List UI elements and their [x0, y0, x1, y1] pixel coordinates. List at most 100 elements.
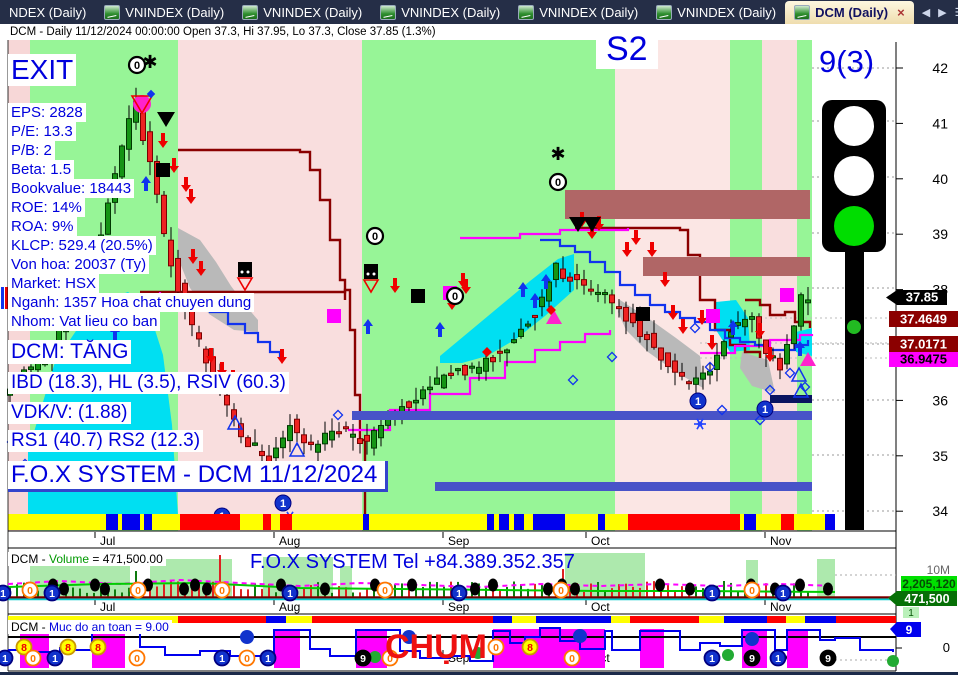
tab-scroll-left-icon[interactable]: ◀: [921, 6, 931, 19]
volume-header-symbol: DCM -: [11, 552, 49, 566]
svg-text:Aug: Aug: [279, 534, 300, 548]
level-bars: [352, 190, 812, 491]
traffic-light: [822, 100, 886, 530]
tab-label: VNINDEX (Daily): [539, 4, 639, 20]
tab-vnindex-daily-[interactable]: VNINDEX (Daily): [509, 0, 647, 24]
svg-text:0: 0: [555, 177, 561, 189]
volume-header-value: = 471,500.00: [89, 552, 163, 566]
svg-text:41: 41: [932, 115, 948, 131]
svg-text:Nov: Nov: [770, 600, 791, 614]
svg-text:10M: 10M: [927, 563, 950, 577]
svg-text:Aug: Aug: [279, 600, 300, 614]
svg-text:1: 1: [709, 653, 715, 665]
fox-system-footer-label: F.O.X SYSTEM - DCM 11/12/2024: [8, 461, 389, 492]
svg-text:1: 1: [219, 653, 225, 665]
svg-text:39: 39: [932, 226, 948, 242]
svg-text:Oct: Oct: [591, 600, 610, 614]
tab-label: NDEX (Daily): [9, 4, 87, 20]
svg-text:36.9475: 36.9475: [900, 352, 947, 367]
svg-text:✱: ✱: [550, 144, 565, 164]
svg-text:0: 0: [134, 653, 140, 665]
s2-annotation: S2: [596, 30, 658, 70]
safety-header-symbol: DCM -: [11, 620, 49, 634]
svg-text:9: 9: [825, 653, 831, 665]
svg-text:9: 9: [360, 653, 366, 665]
info-line: EPS: 2828: [8, 103, 86, 122]
svg-text:9: 9: [749, 653, 755, 665]
svg-text:0: 0: [943, 640, 950, 655]
svg-text:0: 0: [493, 642, 499, 654]
tab-vnindex-daily-[interactable]: VNINDEX (Daily): [371, 0, 509, 24]
tab-vnindex-daily-[interactable]: VNINDEX (Daily): [647, 0, 785, 24]
svg-text:1: 1: [2, 653, 8, 665]
info-line: Market: HSX: [8, 274, 100, 293]
svg-text:Sep: Sep: [448, 651, 470, 665]
svg-text:1: 1: [908, 608, 914, 619]
svg-text:42: 42: [932, 60, 948, 76]
svg-text:2,205,120: 2,205,120: [902, 577, 956, 591]
svg-text:1: 1: [49, 588, 55, 600]
chart-tab-icon: [104, 4, 121, 20]
chum-annotation: CHỤM: [385, 628, 487, 666]
chart-tab-bar: NDEX (Daily) VNINDEX (Daily) VNINDEX (Dail…: [0, 0, 958, 24]
svg-text:37.4649: 37.4649: [900, 312, 947, 327]
signal-ribbon-main: [8, 514, 835, 530]
svg-text:1: 1: [709, 588, 715, 600]
tab-ndex-daily-[interactable]: NDEX (Daily): [0, 0, 95, 24]
exit-signal-label: EXIT: [8, 54, 77, 87]
fox-telephone-label: F.O.X SYSTEM Tel +84.389.352.357: [250, 551, 575, 573]
safety-panel-header: DCM - Muc do an toan = 9.00: [8, 620, 172, 634]
tab-vnindex-daily-[interactable]: VNINDEX (Daily): [95, 0, 233, 24]
info-line: Bookvalue: 18443: [8, 179, 135, 198]
chart-tab-icon: [518, 4, 535, 20]
svg-text:0: 0: [134, 60, 140, 72]
svg-text:Oct: Oct: [591, 534, 610, 548]
tab-label: DCM (Daily): [815, 5, 889, 20]
svg-text:Nov: Nov: [770, 534, 791, 548]
svg-text:40: 40: [932, 171, 948, 187]
svg-text:37.85: 37.85: [906, 290, 939, 305]
chart-title-ohlc: DCM - Daily 11/12/2024 00:00:00 Open 37.…: [8, 26, 438, 38]
svg-text:0: 0: [219, 585, 225, 597]
svg-text:0: 0: [749, 585, 755, 597]
svg-text:0: 0: [30, 653, 36, 665]
svg-text:1: 1: [287, 588, 293, 600]
chart-tab-icon: [242, 4, 259, 20]
info-line: KLCP: 529.4 (20.5%): [8, 236, 156, 255]
tab-label: VNINDEX (Daily): [401, 4, 501, 20]
svg-text:Jul: Jul: [100, 534, 115, 548]
info-line: Von hoa: 20037 (Ty): [8, 255, 150, 274]
svg-text:1: 1: [0, 588, 6, 600]
tab-label: VNINDEX (Daily): [125, 4, 225, 20]
svg-text:0: 0: [135, 585, 141, 597]
rs-values-label: RS1 (40.7) RS2 (12.3): [8, 430, 204, 452]
svg-text:Sep: Sep: [448, 600, 470, 614]
svg-text:0: 0: [244, 653, 250, 665]
tab-vnindex-daily-[interactable]: VNINDEX (Daily): [233, 0, 371, 24]
safety-header-metric: Muc do an toan = 9.00: [49, 620, 169, 634]
month-axis-labels: JulAugSepOctNovJulAugSepOctNovJulAugSepO…: [94, 532, 791, 665]
tab-scroll-right-icon[interactable]: ▶: [938, 6, 947, 19]
svg-text:8: 8: [65, 642, 71, 654]
svg-text:0: 0: [382, 585, 388, 597]
svg-text:Sep: Sep: [448, 534, 470, 548]
trend-signal-label: DCM: TĂNG: [8, 340, 132, 365]
svg-text:8: 8: [95, 642, 101, 654]
volume-panel-header: DCM - Volume = 471,500.00: [8, 552, 166, 566]
tab-list-icon[interactable]: ☰: [955, 6, 958, 19]
info-line: Nganh: 1357 Hoa chat chuyen dung: [8, 293, 255, 312]
info-line: ROA: 9%: [8, 217, 77, 236]
svg-text:35: 35: [932, 448, 948, 464]
svg-text:8: 8: [21, 642, 27, 654]
fundamental-info-panel: EPS: 2828 P/E: 13.3 P/B: 2 Beta: 1.5 Bookval…: [8, 103, 255, 331]
info-line: P/B: 2: [8, 141, 55, 160]
info-line: Nhom: Vat lieu co ban: [8, 312, 161, 331]
info-line: P/E: 13.3: [8, 122, 76, 141]
tab-dcm-daily-[interactable]: DCM (Daily) ×: [785, 1, 914, 24]
svg-text:0: 0: [27, 585, 33, 597]
tab-close-icon[interactable]: ×: [897, 5, 905, 20]
tab-label: VNINDEX (Daily): [263, 4, 363, 20]
svg-text:1: 1: [775, 653, 781, 665]
svg-text:Jul: Jul: [100, 600, 115, 614]
